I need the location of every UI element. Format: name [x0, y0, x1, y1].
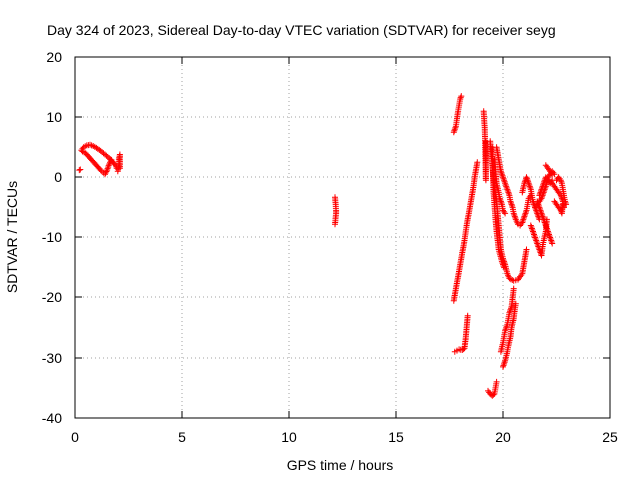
x-tick-label: 20	[495, 429, 511, 445]
x-tick-label: 25	[602, 429, 618, 445]
y-tick-label: -20	[42, 289, 62, 305]
data-markers	[76, 93, 570, 399]
data-point	[512, 300, 519, 307]
data-point	[107, 158, 114, 165]
y-tick-label: -30	[42, 350, 62, 366]
data-point	[116, 165, 123, 172]
data-point	[460, 346, 467, 353]
chart-title: Day 324 of 2023, Sidereal Day-to-day VTE…	[47, 22, 556, 38]
data-point	[464, 312, 471, 319]
data-point	[458, 93, 465, 100]
data-point	[490, 391, 497, 398]
plot-frame	[74, 56, 611, 419]
y-tick-labels: 20 10 0 -10 -20 -30 -40	[42, 49, 62, 426]
x-tick-label: 0	[71, 429, 79, 445]
data-point	[102, 171, 108, 178]
data-point	[474, 159, 481, 166]
data-point	[493, 378, 500, 385]
y-tick-label: 20	[46, 49, 62, 65]
data-point	[97, 167, 104, 174]
grid	[75, 57, 610, 418]
x-tick-labels: 0 5 10 15 20 25	[71, 429, 618, 445]
data-point	[451, 126, 458, 133]
data-point	[501, 264, 508, 271]
y-axis-label: SDTVAR / TECUs	[4, 181, 20, 293]
data-point	[523, 246, 530, 253]
data-point	[77, 166, 84, 173]
y-tick-label: -40	[42, 410, 62, 426]
data-point	[76, 167, 83, 174]
data-point	[332, 221, 338, 228]
x-axis-label: GPS time / hours	[287, 457, 394, 473]
data-point	[107, 159, 113, 166]
y-tick-label: 0	[54, 169, 62, 185]
y-tick-label: -10	[42, 229, 62, 245]
data-point	[102, 169, 109, 176]
data-point	[108, 156, 115, 163]
data-point	[502, 210, 509, 217]
x-tick-label: 5	[178, 429, 186, 445]
x-tick-label: 10	[281, 429, 297, 445]
data-point	[510, 285, 517, 292]
y-tick-label: 10	[46, 109, 62, 125]
data-point	[457, 94, 464, 101]
data-point	[549, 171, 556, 178]
x-tick-label: 15	[388, 429, 404, 445]
data-point	[563, 201, 570, 208]
data-point	[549, 240, 556, 247]
data-point	[501, 208, 508, 215]
data-point	[103, 168, 110, 175]
